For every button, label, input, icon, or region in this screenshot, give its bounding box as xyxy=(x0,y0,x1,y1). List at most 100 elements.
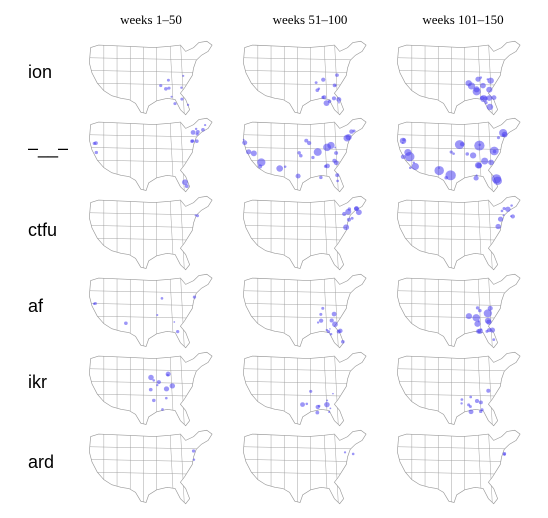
map-panel-1-1 xyxy=(242,117,367,193)
usage-dot xyxy=(152,379,156,382)
us-map-outline xyxy=(242,195,367,271)
usage-dot xyxy=(329,328,331,330)
usage-dot xyxy=(401,141,404,144)
map-panel-0-2 xyxy=(396,40,521,116)
usage-dot xyxy=(283,165,287,168)
usage-dot xyxy=(242,138,245,141)
usage-dot xyxy=(467,403,471,407)
usage-dot xyxy=(355,209,362,216)
usage-dot xyxy=(503,453,506,456)
usage-dot xyxy=(505,206,511,212)
map-panel-0-1 xyxy=(242,40,367,116)
usage-dot xyxy=(479,76,483,79)
map-panel-0-0 xyxy=(88,40,213,116)
usage-dot xyxy=(338,101,340,104)
usage-dot xyxy=(324,163,330,169)
usage-dot xyxy=(350,216,354,220)
usage-dot xyxy=(460,402,463,405)
usage-dot xyxy=(465,313,473,320)
usage-dot xyxy=(316,321,320,324)
map-panel-2-1 xyxy=(242,195,367,271)
usage-dot xyxy=(170,95,173,98)
usage-dot xyxy=(469,395,473,399)
usage-dot xyxy=(321,306,325,310)
usage-dot xyxy=(452,152,455,155)
usage-dot xyxy=(328,410,331,413)
usage-dot xyxy=(322,95,327,100)
usage-dot xyxy=(163,386,170,392)
usage-dot xyxy=(184,184,189,188)
usage-dot xyxy=(502,133,506,137)
usage-dot xyxy=(478,308,482,313)
usage-dot xyxy=(94,141,98,145)
usage-dot xyxy=(332,321,338,327)
usage-dot xyxy=(472,314,481,322)
usage-dot xyxy=(336,329,341,334)
usage-dot xyxy=(195,214,199,218)
usage-dot xyxy=(488,159,494,166)
usage-dot xyxy=(486,103,494,111)
usage-dot xyxy=(305,402,309,406)
usage-dot xyxy=(332,392,334,395)
usage-dot xyxy=(318,318,324,323)
us-map-outline xyxy=(396,273,521,349)
map-panel-3-0 xyxy=(88,273,213,349)
usage-dot xyxy=(257,158,266,167)
map-panel-5-1 xyxy=(242,429,367,505)
row-label-ctfu: ctfu xyxy=(28,220,58,240)
usage-dot xyxy=(480,408,484,412)
usage-dot xyxy=(489,327,496,333)
usage-dot xyxy=(497,216,504,222)
usage-dot xyxy=(477,320,481,323)
usage-dot xyxy=(124,321,128,325)
usage-dot xyxy=(329,332,333,336)
usage-dot xyxy=(475,306,480,310)
map-panel-2-0 xyxy=(88,195,213,271)
map-panel-1-2 xyxy=(396,117,521,193)
usage-dot xyxy=(332,158,337,163)
usage-dot xyxy=(469,152,477,159)
us-map-outline xyxy=(88,429,213,505)
usage-dot xyxy=(323,143,331,152)
usage-dot xyxy=(331,96,337,101)
usage-dot xyxy=(478,143,481,147)
usage-dot xyxy=(404,152,415,162)
usage-dot xyxy=(409,166,412,170)
usage-dot xyxy=(341,340,345,344)
map-panel-3-1 xyxy=(242,273,367,349)
usage-dot xyxy=(165,371,171,377)
us-map-outline xyxy=(88,117,213,193)
usage-dot xyxy=(483,309,492,318)
usage-dot xyxy=(169,383,176,389)
usage-dot xyxy=(325,328,329,332)
usage-dot xyxy=(164,396,168,400)
usage-dot xyxy=(324,401,330,408)
usage-dot xyxy=(309,389,313,393)
usage-dot xyxy=(500,209,504,213)
usage-dot xyxy=(295,173,301,179)
usage-dot xyxy=(346,217,352,222)
usage-dot xyxy=(182,74,185,77)
usage-dot xyxy=(352,129,356,133)
usage-dot xyxy=(486,86,493,93)
usage-dot xyxy=(311,155,315,160)
usage-dot xyxy=(250,150,257,157)
us-map-outline xyxy=(88,273,213,349)
usage-dot xyxy=(510,204,513,207)
usage-dot xyxy=(148,374,154,381)
usage-dot xyxy=(148,387,153,392)
usage-dot xyxy=(474,320,481,327)
usage-dot xyxy=(465,80,472,87)
usage-dot xyxy=(489,146,499,156)
usage-dot xyxy=(468,409,474,415)
row-label-ion: ion xyxy=(28,62,53,82)
usage-dot xyxy=(502,214,505,217)
usage-dot xyxy=(473,175,479,181)
usage-dot xyxy=(194,139,199,143)
row-label-af: af xyxy=(28,296,44,316)
usage-dot xyxy=(336,97,342,102)
usage-dot xyxy=(342,211,347,216)
us-map-outline xyxy=(396,429,521,505)
usage-dot xyxy=(478,400,483,405)
usage-dot xyxy=(502,206,506,211)
